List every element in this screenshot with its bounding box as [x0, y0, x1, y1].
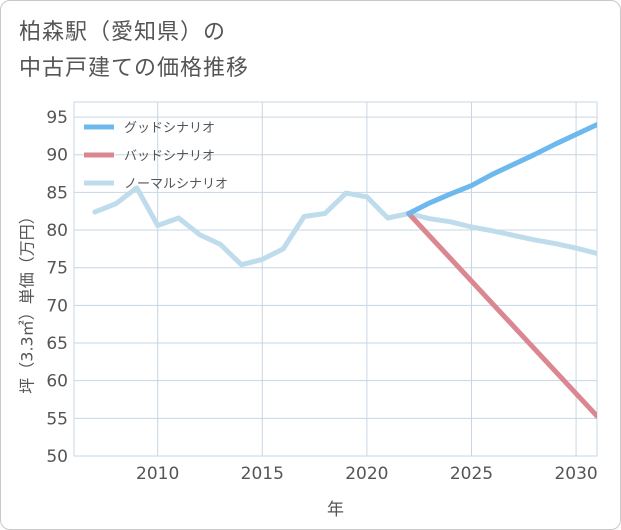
y-tick-label-85: 85	[46, 183, 68, 203]
y-tick-label-50: 50	[46, 447, 68, 467]
x-tick-label-2025: 2025	[450, 464, 493, 484]
axes: 50 55 60 65 70 75 80 85 90 95 2010 2015 2020 2025 2030	[46, 108, 597, 484]
series-line-normal	[92, 185, 597, 268]
x-tick-label-2015: 2015	[241, 464, 284, 484]
x-tick-label-2010: 2010	[136, 464, 179, 484]
y-tick-label-90: 90	[46, 146, 68, 166]
series-line-bad	[406, 211, 597, 419]
x-tick-label-2020: 2020	[345, 464, 388, 484]
y-tick-label-70: 70	[46, 296, 68, 316]
series-lines	[92, 122, 597, 419]
y-tick-label-95: 95	[46, 108, 68, 128]
chart-title: 柏森駅（愛知県）の 中古戸建ての価格推移	[19, 15, 249, 87]
legend-label-good: グッドシナリオ	[124, 121, 215, 136]
x-axis-label: 年	[327, 500, 344, 520]
y-tick-label-60: 60	[46, 372, 68, 392]
legend-label-bad: バッドシナリオ	[124, 149, 215, 164]
chart-title-line-1: 柏森駅（愛知県）の	[19, 20, 227, 45]
series-line-good	[406, 122, 597, 216]
chart-title-line-2: 中古戸建ての価格推移	[19, 56, 250, 81]
x-tick-label-2030: 2030	[554, 464, 597, 484]
plot-border	[73, 101, 598, 457]
y-tick-label-65: 65	[46, 334, 68, 354]
y-tick-label-75: 75	[46, 259, 68, 279]
y-axis-label: 坪（3.3㎡）単価（万円）	[18, 208, 37, 393]
grid	[73, 101, 598, 457]
legend-label-normal: ノーマルシナリオ	[124, 177, 228, 192]
y-tick-label-80: 80	[46, 221, 68, 241]
y-tick-label-55: 55	[46, 409, 68, 429]
